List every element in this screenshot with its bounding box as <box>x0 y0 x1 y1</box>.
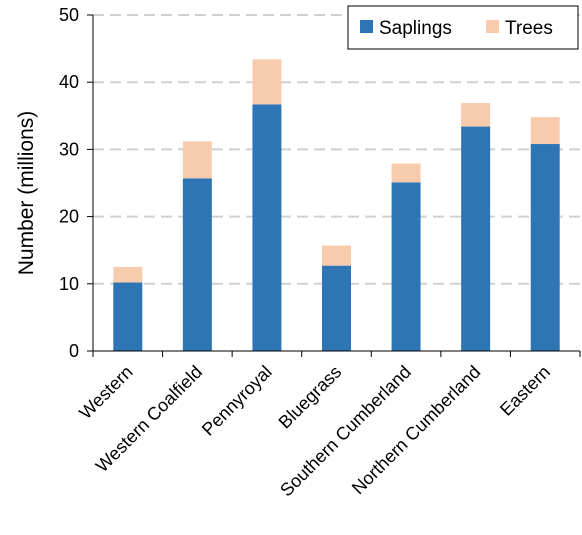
bar-saplings-eastern <box>530 144 560 351</box>
bar-trees-northern-cumberland <box>461 103 491 127</box>
bars <box>113 59 560 351</box>
legend-label-saplings: Saplings <box>379 18 452 39</box>
bar-trees-southern-cumberland <box>391 163 421 183</box>
x-tick-label: Northern Cumberland <box>348 362 485 499</box>
bar-saplings-western <box>113 282 143 351</box>
x-tick-label: Western <box>75 362 136 423</box>
x-tick-label: Bluegrass <box>275 362 346 433</box>
bar-saplings-western-coalfield <box>182 178 212 351</box>
y-tick-label: 10 <box>59 274 79 294</box>
y-tick-label: 20 <box>59 207 79 227</box>
bar-trees-western <box>113 267 143 283</box>
x-tick-label: Eastern <box>496 362 554 420</box>
x-tick-label: Pennyroyal <box>198 362 276 440</box>
bar-saplings-northern-cumberland <box>461 126 491 351</box>
x-tick-label: Southern Cumberland <box>276 362 415 501</box>
bar-trees-western-coalfield <box>182 141 212 179</box>
bar-trees-bluegrass <box>322 245 351 266</box>
legend: Saplings Trees <box>347 5 579 50</box>
legend-swatch-trees <box>486 20 499 33</box>
bar-saplings-bluegrass <box>322 265 351 351</box>
legend-label-trees: Trees <box>505 18 553 39</box>
y-tick-label: 50 <box>59 5 79 25</box>
bar-saplings-pennyroyal <box>252 104 282 351</box>
legend-box <box>347 5 579 50</box>
bar-trees-eastern <box>530 117 560 145</box>
axes <box>87 14 581 357</box>
y-tick-label: 30 <box>59 139 79 159</box>
y-tick-label: 0 <box>69 341 79 361</box>
bar-trees-pennyroyal <box>252 59 282 105</box>
gridlines <box>93 14 580 285</box>
y-tick-labels: 0 10 20 30 40 50 <box>59 5 79 361</box>
bar-saplings-southern-cumberland <box>391 182 421 351</box>
legend-swatch-saplings <box>360 20 373 33</box>
y-axis-title: Number (millions) <box>15 111 38 276</box>
y-tick-label: 40 <box>59 72 79 92</box>
